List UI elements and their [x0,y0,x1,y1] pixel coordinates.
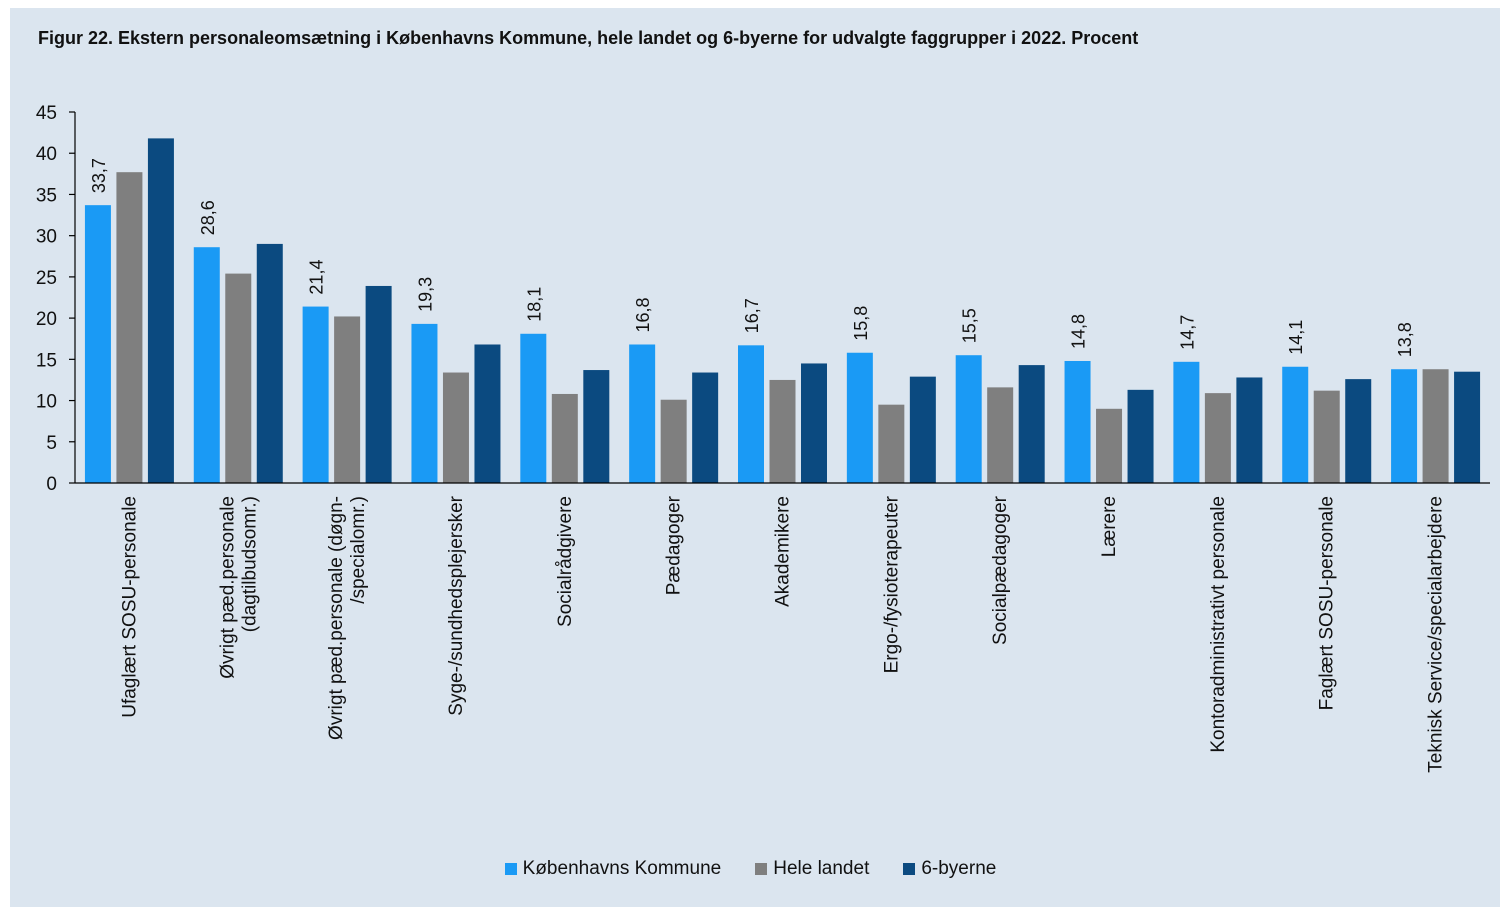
data-label: 28,6 [198,200,218,235]
data-label: 19,3 [415,277,435,312]
category-label: Socialpædagoger [990,495,1011,645]
bar [660,399,687,483]
bar [1064,360,1091,483]
data-label: 13,8 [1395,322,1415,357]
bar [1127,389,1154,483]
legend-label: 6-byerne [921,858,997,879]
bar [1096,408,1123,483]
bar [801,363,827,483]
y-tick-label: 35 [36,185,57,206]
category-label: Øvrigt pæd.personale (døgn-/specialomr.) [326,496,369,740]
bar [878,404,905,483]
bar [411,323,438,483]
bar [1391,369,1418,483]
category-label: Ergo-/fysioterapeuter [881,495,902,673]
bar [1018,365,1045,483]
bar [193,247,220,483]
legend-swatch [504,863,517,875]
data-label: 14,7 [1177,315,1197,350]
bar [116,172,143,483]
data-label: 14,8 [1069,314,1089,349]
data-label: 33,7 [89,158,109,193]
legend: Københavns Kommune Hele landet 6-byerne [0,858,1501,880]
legend-item: 6-byerne [903,858,996,880]
legend-item: Københavns Kommune [504,858,722,880]
bar [442,372,469,483]
y-tick-label: 5 [46,433,57,454]
y-tick-label: 40 [36,144,57,165]
bar [1454,371,1481,483]
data-label: 16,8 [633,297,653,332]
data-label: 14,1 [1286,320,1306,355]
bar-chart: 0 5 10 15 20 25 30 35 40 45 33,7 Ufaglært SOSU-pers… [36,103,1490,773]
category-label: Socialrådgivere [555,496,576,627]
y-tick-label: 10 [36,392,57,413]
bar [520,333,547,483]
y-tick-label: 25 [36,268,57,289]
bar [1345,379,1372,483]
bar [846,352,873,483]
bar [583,370,610,483]
category-label: Syge-/sundhedsplejersker [446,495,467,715]
category-label: Lærere [1099,496,1120,557]
y-tick-label: 30 [36,227,57,248]
bar [365,285,392,483]
category-label: Ufaglært SOSU-personale [119,496,140,718]
bar [474,344,501,483]
bar [1313,390,1340,483]
bar [302,306,329,483]
category-label: Teknisk Service/specialarbejdere [1426,496,1447,773]
category-label: Øvrigt pæd.personale(dagtilbudsomr.) [217,496,260,679]
bar [955,355,982,483]
bar [738,345,764,483]
bar [1282,366,1309,483]
legend-item: Hele landet [755,858,869,880]
category-label: Akademikere [773,496,794,607]
data-label: 21,4 [307,260,327,295]
category-label: Kontoradministrativt personale [1208,496,1229,753]
y-tick-label: 0 [46,474,57,495]
legend-label: Københavns Kommune [522,858,722,879]
bar [1236,377,1263,483]
y-tick-label: 15 [36,350,57,371]
data-label: 15,5 [960,308,980,343]
bar [987,387,1014,483]
bar [256,243,283,483]
y-tick-label: 45 [36,103,57,124]
data-label: 16,7 [742,298,762,333]
chart-title: Figur 22. Ekstern personaleomsætning i K… [38,28,1139,48]
bar [84,205,111,483]
category-label: Pædagoger [664,495,685,595]
bar [909,376,936,483]
bar [769,379,796,483]
bar [629,344,656,483]
bar [1422,369,1449,483]
bar [1204,393,1231,483]
data-label: 18,1 [524,287,544,322]
bar [692,372,719,483]
bar [334,316,361,483]
bar [147,138,174,484]
data-label: 15,8 [851,306,871,341]
y-tick-label: 20 [36,309,57,330]
legend-swatch [755,863,768,875]
legend-label: Hele landet [773,858,870,879]
legend-swatch [903,863,916,875]
bar [1173,361,1200,483]
category-label: Faglært SOSU-personale [1317,496,1338,710]
bar [551,393,578,483]
bar [225,273,252,483]
